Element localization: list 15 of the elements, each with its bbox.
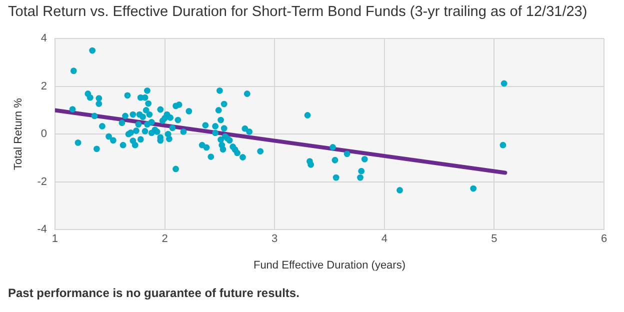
y-tick-label: 0 xyxy=(40,128,47,140)
y-tick-label: 2 xyxy=(40,80,47,92)
x-tick-label: 5 xyxy=(491,233,498,246)
x-tick-label: 4 xyxy=(381,233,388,246)
y-tick-label: -2 xyxy=(37,176,47,188)
x-axis-title: Fund Effective Duration (years) xyxy=(253,259,406,272)
y-axis-title: Total Return % xyxy=(12,98,25,170)
x-tick-label: 3 xyxy=(272,233,278,246)
text: Past performance is no guarantee of future results. xyxy=(8,286,300,300)
x-tick-label: 6 xyxy=(600,233,608,246)
y-tick-label: 4 xyxy=(40,32,47,45)
y-tick-label: -4 xyxy=(37,224,47,236)
chart-title: Total Return vs. Effective Duration for Short-Term Bond Funds (3-yr trailing as of 12/31/23) xyxy=(8,4,588,22)
x-tick-label: 2 xyxy=(162,233,168,246)
x-tick-label: 1 xyxy=(52,233,58,246)
